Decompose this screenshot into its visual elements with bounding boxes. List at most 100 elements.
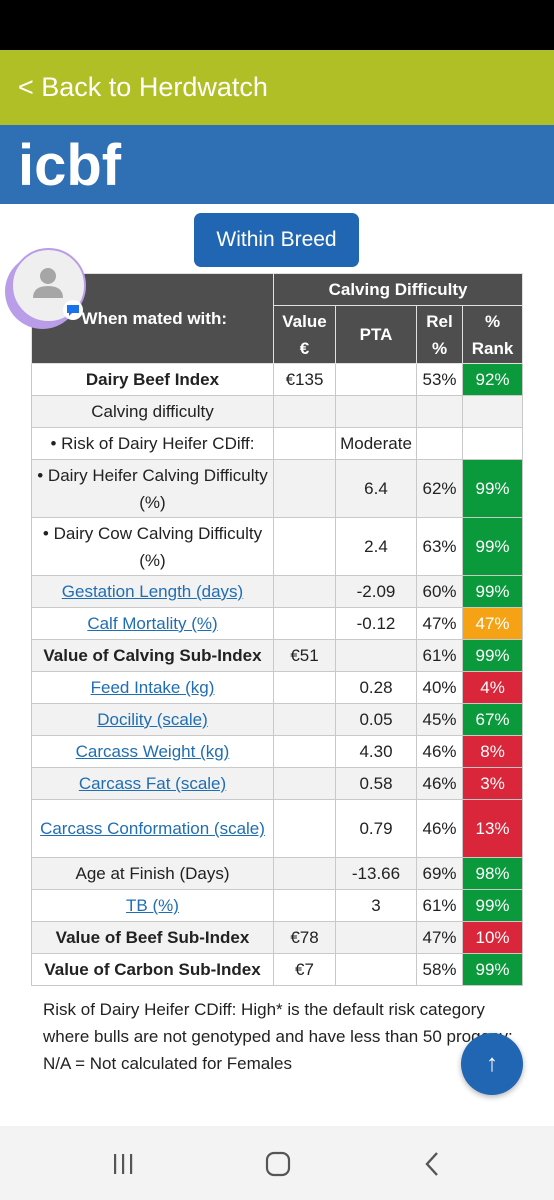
table-row: Carcass Fat (scale) 0.58 46% 3% bbox=[31, 767, 524, 800]
col-header-value: Value € bbox=[273, 305, 336, 364]
back-button[interactable] bbox=[403, 1144, 463, 1184]
trait-cell: Value of Carbon Sub-Index bbox=[31, 953, 274, 986]
pta-cell bbox=[335, 395, 417, 428]
rel-cell: 47% bbox=[416, 921, 463, 954]
back-chevron-icon bbox=[425, 1152, 438, 1176]
table-row: Dairy Beef Index €135 53% 92% bbox=[31, 363, 524, 396]
scroll-to-top-button[interactable]: ↑ bbox=[461, 1033, 523, 1095]
chat-bubble-icon bbox=[67, 305, 79, 316]
table-row: TB (%) 3 61% 99% bbox=[31, 889, 524, 922]
rank-cell bbox=[461, 427, 524, 460]
trait-cell: Calf Mortality (%) bbox=[31, 607, 274, 640]
table-row: Value of Beef Sub-Index €78 47% 10% bbox=[31, 921, 524, 954]
rel-cell: 46% bbox=[416, 799, 463, 858]
pta-cell: 0.58 bbox=[335, 767, 417, 800]
pta-cell: 0.79 bbox=[335, 799, 417, 858]
table-row: • Risk of Dairy Heifer CDiff: Moderate bbox=[31, 427, 524, 460]
carcass-conformation-link[interactable]: Carcass Conformation (scale) bbox=[40, 819, 265, 838]
trait-cell: Dairy Beef Index bbox=[31, 363, 274, 396]
col-header-rank: % Rank bbox=[461, 305, 524, 364]
rank-cell: 92% bbox=[461, 363, 524, 396]
table-row: Carcass Conformation (scale) 0.79 46% 13… bbox=[31, 799, 524, 858]
feed-intake-link[interactable]: Feed Intake (kg) bbox=[90, 678, 215, 697]
carcass-weight-link[interactable]: Carcass Weight (kg) bbox=[75, 742, 230, 761]
rank-cell: 3% bbox=[461, 767, 524, 800]
rel-cell: 40% bbox=[416, 671, 463, 704]
rel-cell: 46% bbox=[416, 767, 463, 800]
rank-cell: 99% bbox=[461, 459, 524, 518]
value-cell: €135 bbox=[273, 363, 336, 396]
back-bar: < Back to Herdwatch bbox=[0, 50, 554, 125]
value-cell bbox=[273, 607, 336, 640]
value-cell bbox=[273, 517, 336, 576]
home-button[interactable] bbox=[248, 1144, 308, 1184]
rel-cell bbox=[416, 395, 463, 428]
rel-cell: 61% bbox=[416, 639, 463, 672]
rank-cell: 8% bbox=[461, 735, 524, 768]
group-header: Calving Difficulty bbox=[272, 273, 524, 306]
chat-badge bbox=[63, 300, 83, 320]
trait-cell: Age at Finish (Days) bbox=[31, 857, 274, 890]
trait-cell: TB (%) bbox=[31, 889, 274, 922]
rel-cell: 53% bbox=[416, 363, 463, 396]
table-row: Calf Mortality (%) -0.12 47% 47% bbox=[31, 607, 524, 640]
value-cell bbox=[273, 735, 336, 768]
tb-link[interactable]: TB (%) bbox=[126, 896, 179, 915]
within-breed-button[interactable]: Within Breed bbox=[194, 213, 359, 267]
rel-cell: 46% bbox=[416, 735, 463, 768]
recent-apps-button[interactable] bbox=[93, 1144, 153, 1184]
rank-cell: 99% bbox=[461, 517, 524, 576]
pta-cell: Moderate bbox=[335, 427, 417, 460]
value-cell bbox=[273, 395, 336, 428]
rank-cell: 67% bbox=[461, 703, 524, 736]
calving-difficulty-table: When mated with: Calving Difficulty Valu… bbox=[31, 273, 524, 986]
arrow-up-icon: ↑ bbox=[486, 1050, 498, 1077]
rel-cell: 45% bbox=[416, 703, 463, 736]
rank-cell: 99% bbox=[461, 575, 524, 608]
pta-cell: 4.30 bbox=[335, 735, 417, 768]
calf-mortality-link[interactable]: Calf Mortality (%) bbox=[87, 614, 218, 633]
table-row: Gestation Length (days) -2.09 60% 99% bbox=[31, 575, 524, 608]
value-cell: €7 bbox=[273, 953, 336, 986]
value-cell bbox=[273, 703, 336, 736]
value-cell: €51 bbox=[273, 639, 336, 672]
pta-cell bbox=[335, 921, 417, 954]
value-cell bbox=[273, 575, 336, 608]
pta-cell: 2.4 bbox=[335, 517, 417, 576]
table-row: • Dairy Heifer Calving Difficulty (%) 6.… bbox=[31, 459, 524, 518]
pta-cell: 0.05 bbox=[335, 703, 417, 736]
rank-cell bbox=[461, 395, 524, 428]
trait-cell: Value of Beef Sub-Index bbox=[31, 921, 274, 954]
trait-cell: Value of Calving Sub-Index bbox=[31, 639, 274, 672]
back-to-herdwatch-link[interactable]: < Back to Herdwatch bbox=[18, 72, 268, 102]
value-cell bbox=[273, 459, 336, 518]
trait-cell: Feed Intake (kg) bbox=[31, 671, 274, 704]
table-row: Feed Intake (kg) 0.28 40% 4% bbox=[31, 671, 524, 704]
trait-cell: • Dairy Heifer Calving Difficulty (%) bbox=[31, 459, 274, 518]
trait-cell: Carcass Weight (kg) bbox=[31, 735, 274, 768]
table-row: • Dairy Cow Calving Difficulty (%) 2.4 6… bbox=[31, 517, 524, 576]
col-header-pta: PTA bbox=[335, 305, 417, 364]
pta-cell: 3 bbox=[335, 889, 417, 922]
docility-link[interactable]: Docility (scale) bbox=[97, 710, 208, 729]
gestation-length-link[interactable]: Gestation Length (days) bbox=[61, 582, 244, 601]
rel-cell: 47% bbox=[416, 607, 463, 640]
pta-cell bbox=[335, 639, 417, 672]
svg-text:icbf: icbf bbox=[18, 135, 122, 195]
pta-cell: 0.28 bbox=[335, 671, 417, 704]
pta-cell: 6.4 bbox=[335, 459, 417, 518]
brand-bar: icbf bbox=[0, 125, 554, 204]
value-cell bbox=[273, 889, 336, 922]
rel-cell: 62% bbox=[416, 459, 463, 518]
table-row: Value of Carbon Sub-Index €7 58% 99% bbox=[31, 953, 524, 986]
rank-cell: 13% bbox=[461, 799, 524, 858]
value-cell bbox=[273, 799, 336, 858]
trait-cell: Carcass Conformation (scale) bbox=[31, 799, 274, 858]
carcass-fat-link[interactable]: Carcass Fat (scale) bbox=[78, 774, 227, 793]
footnote: Risk of Dairy Heifer CDiff: High* is the… bbox=[43, 1000, 513, 1073]
icbf-logo: icbf bbox=[18, 135, 122, 195]
recents-icon bbox=[114, 1154, 133, 1174]
rank-cell: 10% bbox=[461, 921, 524, 954]
pta-cell: -2.09 bbox=[335, 575, 417, 608]
rel-cell: 63% bbox=[416, 517, 463, 576]
